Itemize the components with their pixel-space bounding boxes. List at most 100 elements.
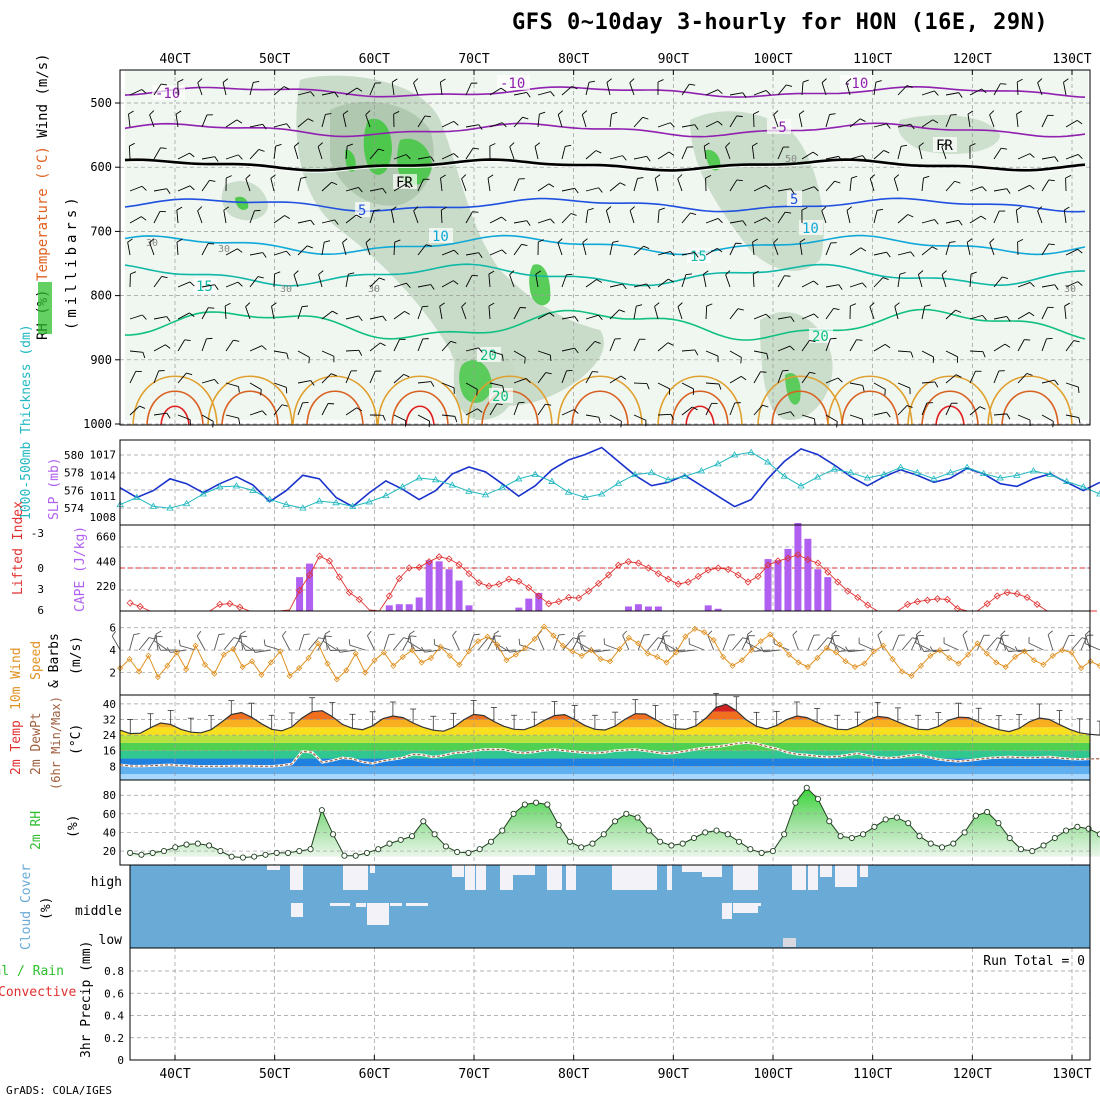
wind-barb [825, 155, 839, 160]
temp-contour-25 [377, 375, 463, 426]
wind-barb [452, 630, 457, 636]
wind-barb [548, 183, 555, 188]
time-tick-label-bottom: 70CT [458, 1067, 489, 1082]
temp-contour-label: FR [936, 138, 953, 154]
slp-tick-label: 1011 [90, 490, 117, 503]
cloud-unit-label: (%) [39, 897, 54, 920]
wind-barb [851, 175, 858, 179]
wind-speed-point [936, 647, 943, 654]
wind-barb [886, 251, 891, 258]
wind-barb [812, 151, 819, 156]
cloud-high-block [702, 865, 722, 877]
temp-contour-30 [1001, 390, 1059, 426]
cape-bar [465, 605, 473, 611]
wind-barb [982, 315, 987, 321]
wind-barb [677, 178, 683, 192]
wind-barb [633, 117, 643, 128]
wind-barb [704, 142, 710, 147]
wind-barb [945, 114, 952, 128]
thickness-point [133, 493, 141, 500]
wind-barb [273, 215, 285, 224]
wind-barb [831, 630, 837, 635]
wind-barb [323, 635, 325, 642]
wind-speed-point [258, 671, 265, 678]
temp-contour-label: 10 [432, 229, 449, 245]
wind-barb [690, 212, 697, 216]
wind-barb [571, 85, 578, 90]
wind-barb [345, 87, 358, 96]
wind-barb [821, 206, 827, 212]
wind-barb [646, 283, 651, 289]
wind-barb [1065, 248, 1078, 256]
wind-barb [424, 115, 431, 118]
wind-barb [404, 183, 411, 189]
wind-barb [489, 143, 496, 147]
cape-bar [784, 548, 792, 611]
lifted-index-point [385, 592, 393, 600]
wind-barb [1037, 210, 1043, 224]
wind-barb [848, 649, 865, 653]
cloud-high-block [290, 865, 303, 890]
wind-barb [561, 187, 575, 192]
wind-barb [784, 275, 791, 277]
wind-barb [1065, 281, 1079, 288]
rh-point [736, 838, 743, 845]
rh-point [352, 852, 359, 859]
rh-point [431, 831, 438, 838]
wind-barb [1073, 340, 1080, 343]
wind-barb [882, 277, 889, 280]
wind-speed-point [955, 660, 962, 667]
wind-barb [201, 378, 215, 384]
wind-barb [578, 630, 584, 635]
wind-barb [873, 150, 885, 160]
wind-speed-point [1068, 649, 1075, 656]
wind-barb [489, 122, 503, 128]
temp-unit-label: (°C) [69, 724, 84, 755]
wind-barb [345, 349, 360, 352]
wind-speed-point [475, 638, 482, 645]
contour-label-bg [809, 328, 833, 343]
wind-barb [489, 87, 502, 96]
wind-barb [473, 633, 480, 636]
panel-frame [119, 69, 1091, 426]
wind-barb [907, 214, 914, 218]
wind-speed-point [154, 673, 161, 681]
wind-barb [535, 274, 539, 288]
rh-contour-label: 50 [785, 154, 797, 165]
wind-tick-label: 6 [109, 622, 116, 635]
y-tick-label: 600 [90, 160, 112, 174]
slp-series-line [119, 446, 1100, 508]
wind-barb [667, 342, 674, 346]
wind-barb [921, 90, 935, 96]
wind-barb [1029, 153, 1035, 158]
wind-barb [321, 310, 333, 320]
rh-point [724, 831, 731, 838]
wind-barb [324, 634, 328, 651]
wind-barb [577, 634, 583, 651]
rh-shade [690, 111, 824, 271]
wind-barb [945, 309, 956, 320]
wind-speed-point [267, 659, 274, 666]
rh-point [375, 846, 382, 853]
wind-barb [1085, 643, 1100, 651]
rh-point [1051, 834, 1058, 842]
wind-barb [801, 340, 810, 352]
wind-barb [760, 371, 767, 373]
wind-barb [993, 413, 1007, 416]
wind-barb [1041, 379, 1055, 384]
wind-barb [334, 92, 339, 98]
thickness-point [265, 495, 274, 502]
wind-barb [176, 242, 179, 256]
rh-point [848, 834, 855, 842]
wind-barb [836, 421, 838, 428]
rh-point [363, 849, 371, 856]
wind-barb [619, 309, 625, 313]
time-tick-label-top: 120CT [953, 52, 992, 67]
wind-barb [270, 178, 275, 192]
rh-point [702, 829, 709, 836]
rh-point [149, 849, 156, 856]
wind-barb [581, 645, 586, 652]
wind-barb [1026, 373, 1033, 376]
wind-barb [487, 178, 491, 192]
